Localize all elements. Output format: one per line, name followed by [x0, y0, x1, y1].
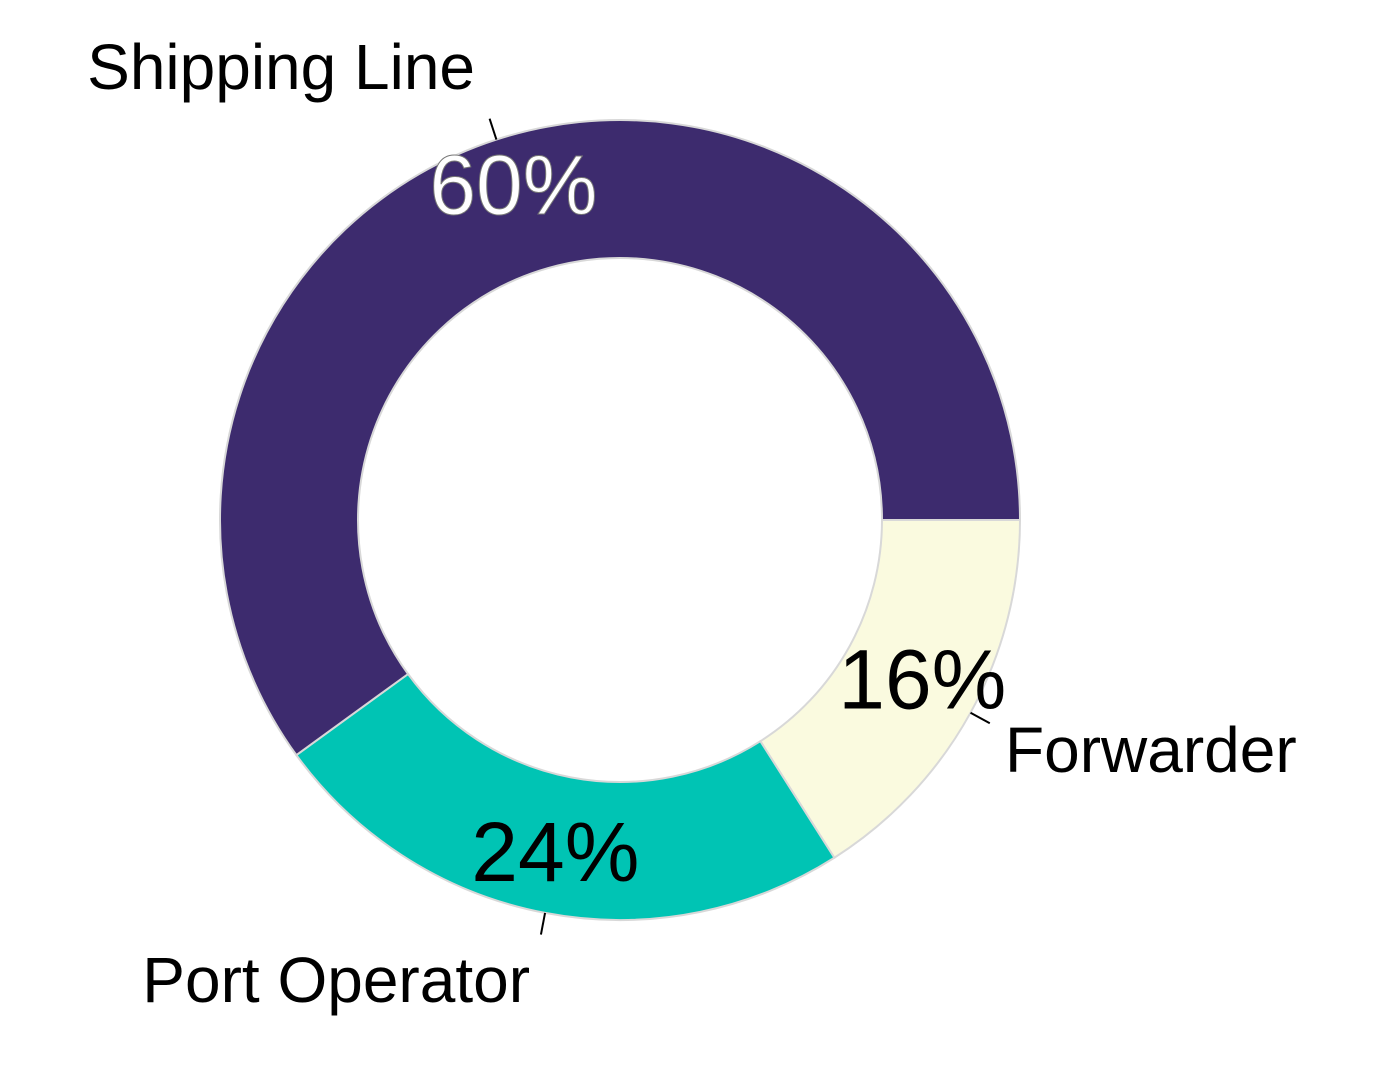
slice [759, 519, 1022, 860]
slice [219, 119, 1022, 757]
category-label: Shipping Line [87, 31, 475, 103]
category-label: Port Operator [142, 944, 530, 1016]
value-label: 24% [471, 805, 639, 899]
slice [294, 672, 836, 921]
label-tick [488, 118, 498, 140]
value-label: 16% [838, 632, 1006, 726]
category-label: Forwarder [1005, 714, 1297, 786]
label-tick [539, 912, 547, 935]
label-tick [970, 711, 991, 725]
value-label: 60% [429, 138, 597, 232]
